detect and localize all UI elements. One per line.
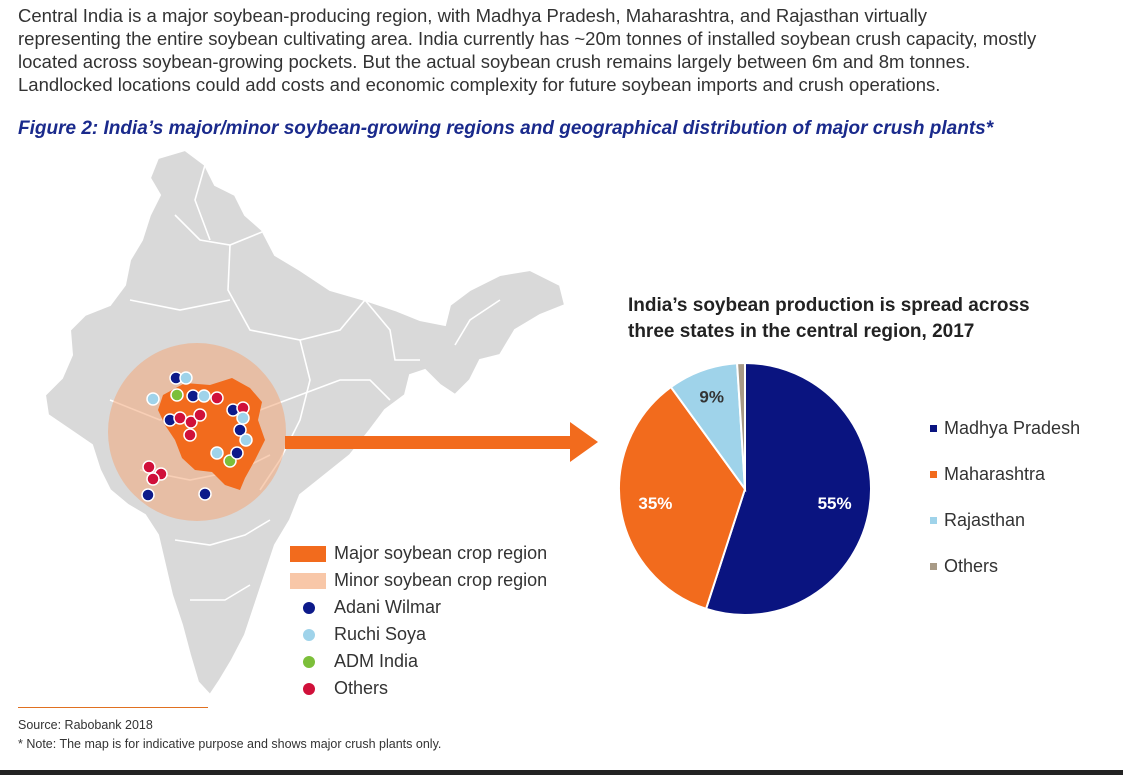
legend-item-maharashtra: Maharashtra (930, 462, 1080, 508)
pie-slice-maharashtra (618, 385, 747, 611)
plant-dot (183, 428, 197, 442)
bottom-bar (0, 770, 1123, 775)
legend-item-adm-india: ADM India (290, 648, 547, 675)
india-map (43, 148, 598, 697)
major-region-swatch (290, 546, 326, 562)
legend-swatch (930, 517, 937, 524)
legend-label: ADM India (334, 651, 419, 671)
legend-item-adani-wilmar: Adani Wilmar (290, 594, 547, 621)
adani-wilmar-dot (303, 602, 315, 614)
pie-legend: Madhya Pradesh Maharashtra Rajasthan Oth… (930, 416, 1080, 600)
intro-line: Central India is a major soybean-produci… (18, 5, 928, 26)
legend-swatch (930, 425, 937, 432)
legend-item-madhya-pradesh: Madhya Pradesh (930, 416, 1080, 462)
legend-item-major-region: Major soybean crop region (290, 540, 547, 567)
pie-chart: 55% 35% 9% (618, 361, 872, 616)
legend-label: Adani Wilmar (334, 597, 442, 617)
pie-slice-label: 55% (818, 494, 852, 513)
legend-label: Madhya Pradesh (944, 418, 1081, 438)
plant-dot (186, 389, 200, 403)
legend-label: Major soybean crop region (334, 543, 548, 563)
legend-item-minor-region: Minor soybean crop region (290, 567, 547, 594)
plant-dot (173, 411, 187, 425)
legend-label: Rajasthan (944, 510, 1026, 530)
legend-item-rajasthan: Rajasthan (930, 508, 1080, 554)
ruchi-soya-dot (303, 629, 315, 641)
pie-chart-title: India’s soybean production is spread acr… (628, 293, 1030, 345)
arrow (285, 422, 598, 462)
pie-slice-others (736, 361, 746, 490)
plant-dot (184, 415, 198, 429)
legend-item-others: Others (930, 554, 1080, 600)
legend-item-others: Others (290, 675, 547, 702)
plant-dot (230, 446, 244, 460)
legend-label: Maharashtra (944, 464, 1046, 484)
pie-slice-label: 9% (699, 388, 724, 407)
intro-text: Central India is a major soybean-produci… (18, 4, 1108, 96)
others-dot (303, 683, 315, 695)
legend-label: Others (944, 556, 999, 576)
legend-label: Others (334, 678, 389, 698)
crush-plants (141, 371, 253, 502)
plant-dot (210, 446, 224, 460)
plant-dot (146, 472, 160, 486)
plant-dot (197, 389, 211, 403)
map-legend: Major soybean crop region Minor soybean … (290, 540, 547, 702)
pie-slice-label: 35% (638, 494, 672, 513)
plant-dot (193, 408, 207, 422)
legend-label: Minor soybean crop region (334, 570, 548, 590)
minor-region-swatch (290, 573, 326, 589)
source-text: Source: Rabobank 2018 (18, 718, 153, 732)
plant-dot (210, 391, 224, 405)
plant-dot (170, 388, 184, 402)
intro-line: located across soybean-growing pockets. … (18, 51, 971, 72)
intro-line: representing the entire soybean cultivat… (18, 28, 1037, 49)
plant-dot (142, 460, 156, 474)
legend-label: Ruchi Soya (334, 624, 427, 644)
plant-dot (239, 433, 253, 447)
pie-title-line: three states in the central region, 2017 (628, 321, 975, 342)
plant-dot (146, 392, 160, 406)
legend-swatch (930, 471, 937, 478)
plant-dot (179, 371, 193, 385)
note-text: * Note: The map is for indicative purpos… (18, 737, 442, 751)
pie-title-line: India’s soybean production is spread acr… (628, 295, 1030, 316)
pie-slice-madhya-pradesh (704, 361, 872, 616)
plant-dot (198, 487, 212, 501)
intro-line: Landlocked locations could add costs and… (18, 74, 941, 95)
footer-divider (18, 707, 208, 708)
figure-title: Figure 2: India’s major/minor soybean-gr… (18, 118, 994, 139)
india-outline (43, 148, 567, 697)
adm-india-dot (303, 656, 315, 668)
plant-dot (141, 488, 155, 502)
legend-swatch (930, 563, 937, 570)
legend-item-ruchi-soya: Ruchi Soya (290, 621, 547, 648)
plant-dot (236, 411, 250, 425)
plant-dot (233, 423, 247, 437)
